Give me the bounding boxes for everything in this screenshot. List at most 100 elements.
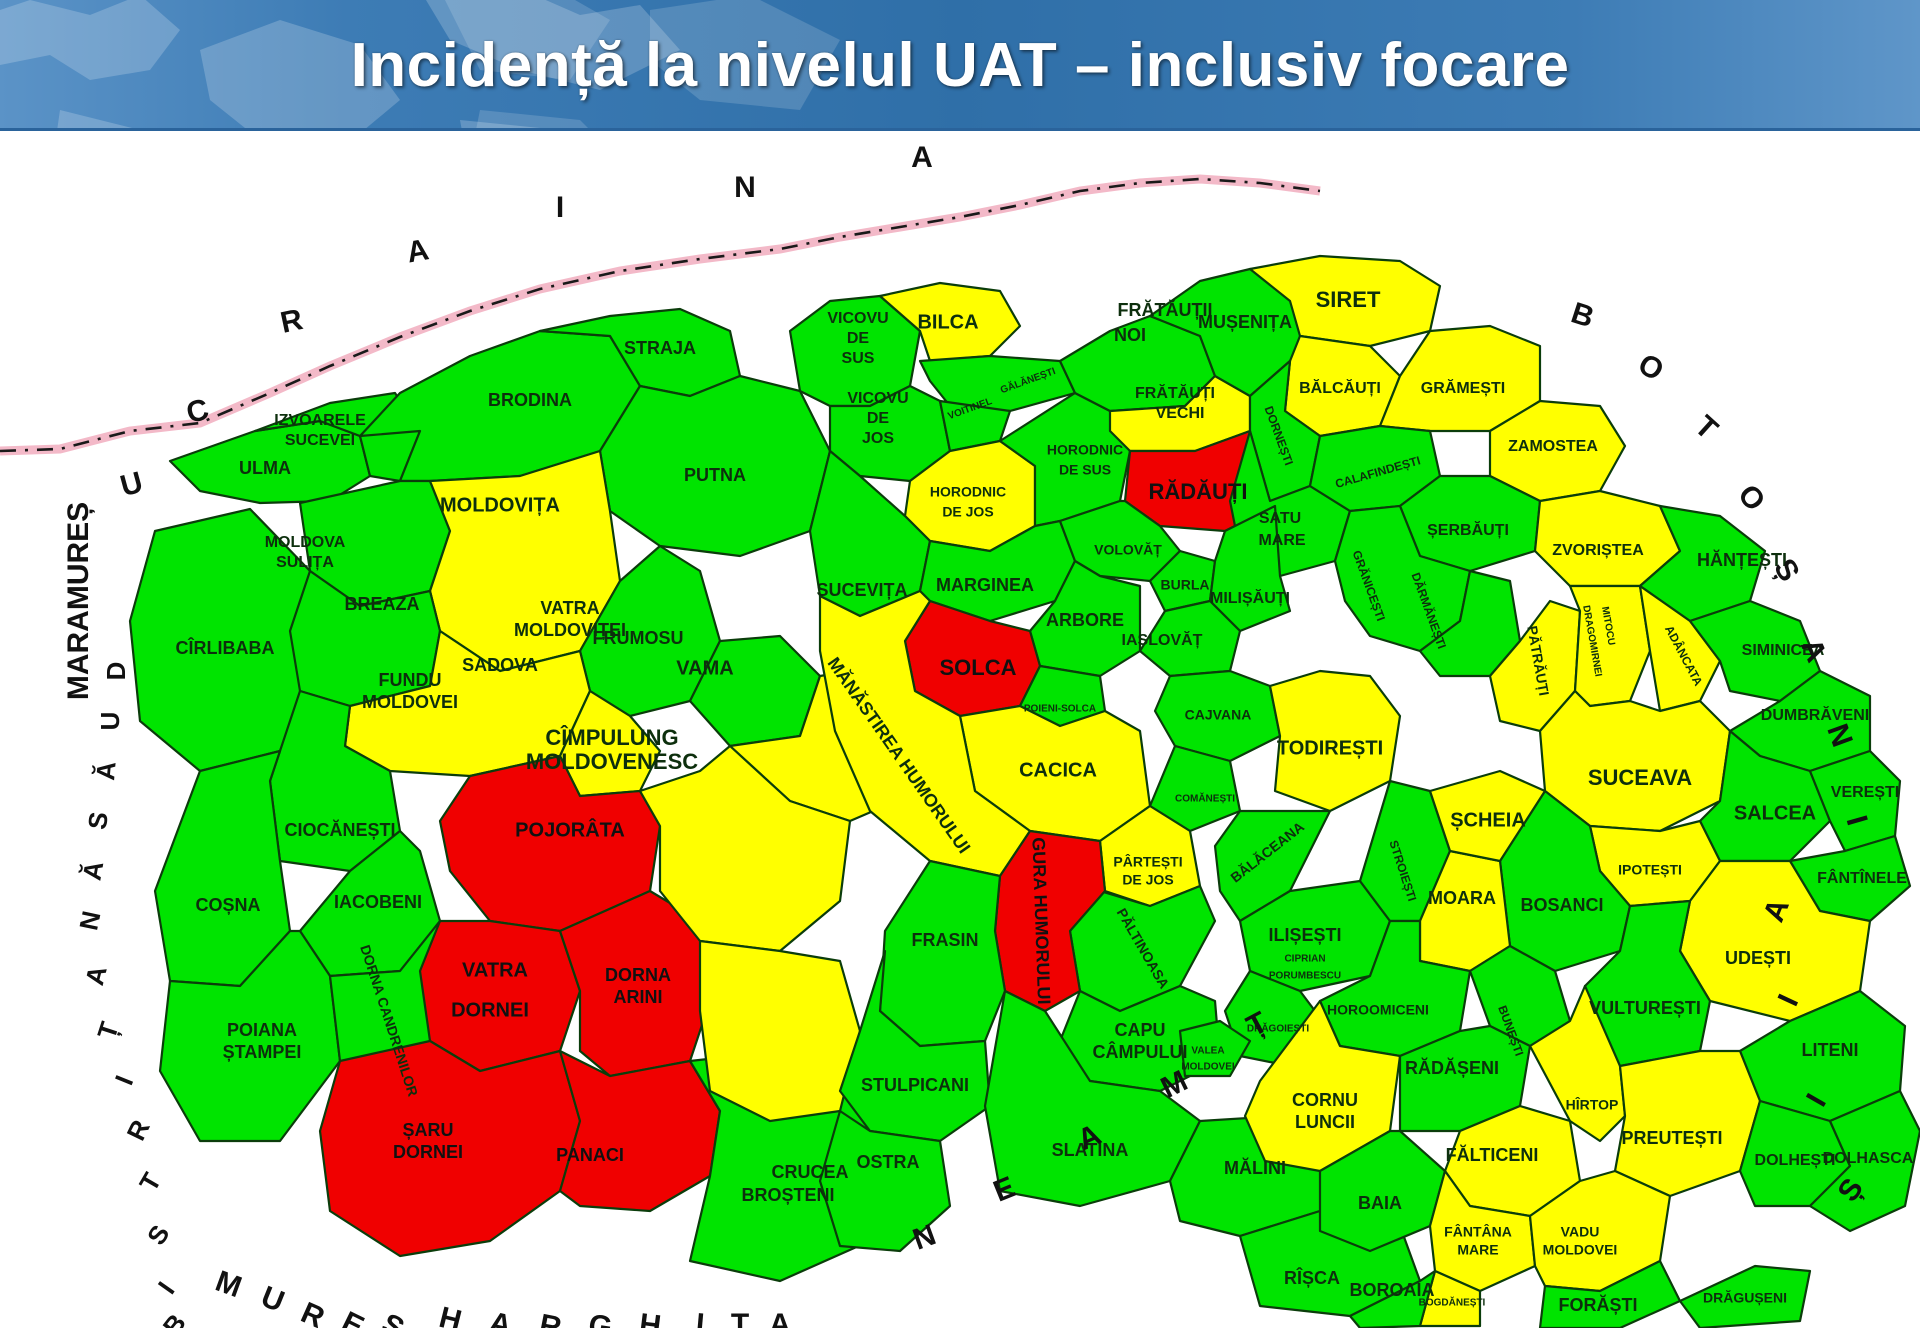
uat-valea-moldovei[interactable] bbox=[1178, 1019, 1252, 1078]
uat-frasin[interactable] bbox=[878, 859, 1007, 1048]
label-dragruseni: DRĂGUȘENI bbox=[1703, 1290, 1787, 1306]
label-porumbescu: PORUMBESCU bbox=[1269, 971, 1341, 982]
county-label-botosani-o2: O bbox=[1731, 479, 1771, 518]
label-cosna: COȘNA bbox=[195, 895, 260, 915]
uat-cimpulung-moldovenesc[interactable] bbox=[638, 744, 852, 953]
label-hantesti: HĂNȚEȘTI bbox=[1697, 549, 1787, 570]
uat-scheia[interactable] bbox=[1428, 769, 1547, 863]
county-label-botosani-o: O bbox=[1632, 348, 1669, 388]
label-gramesti: GRĂMEȘTI bbox=[1421, 378, 1505, 397]
label-vatra-m-2: MOLDOVIȚEI bbox=[514, 620, 626, 640]
uat-todiresti[interactable] bbox=[1268, 669, 1402, 813]
uat-cajvana[interactable] bbox=[1153, 669, 1282, 763]
label-ipotesti: IPOTEȘTI bbox=[1618, 862, 1682, 878]
label-fratautii-1: FRĂTĂUȚII bbox=[1118, 299, 1213, 320]
label-ciocanesti: CIOCĂNEȘTI bbox=[284, 819, 395, 840]
label-cimpulung-2: MOLDOVENESC bbox=[526, 749, 698, 774]
uat-darmanesti[interactable] bbox=[1418, 569, 1522, 678]
label-fundu-1: FUNDU bbox=[379, 670, 442, 690]
label-ostra: OSTRA bbox=[857, 1152, 920, 1172]
county-label-mures-r: R bbox=[296, 1296, 330, 1328]
page-title: Incidență la nivelul UAT – inclusiv foca… bbox=[350, 31, 1570, 100]
label-vama: VAMA bbox=[676, 657, 733, 679]
label-saru-1: ȘARU bbox=[402, 1120, 453, 1140]
label-frumosu: FRUMOSU bbox=[593, 628, 684, 648]
ukraine-border-dashed bbox=[0, 177, 1321, 453]
label-horodnic-sus-2: DE SUS bbox=[1059, 462, 1111, 478]
label-valea-1: VALEA bbox=[1191, 1046, 1224, 1057]
label-saru-2: DORNEI bbox=[393, 1142, 463, 1162]
label-todiresti: TODIREȘTI bbox=[1277, 737, 1383, 759]
label-dorna-arini-2: ARINI bbox=[614, 987, 663, 1007]
label-ilisesti: ILIȘEȘTI bbox=[1268, 925, 1341, 945]
label-partesti-1: PÂRTEȘTI bbox=[1113, 853, 1182, 870]
county-label-harghita-i: I bbox=[695, 1308, 706, 1328]
label-bogdanesti: BOGDĂNEȘTI bbox=[1419, 1296, 1486, 1309]
label-suceava: SUCEAVA bbox=[1588, 765, 1692, 790]
uat-comanesti[interactable] bbox=[1148, 744, 1242, 833]
label-forasti: FORĂȘTI bbox=[1559, 1294, 1638, 1315]
label-brodina: BRODINA bbox=[488, 390, 572, 410]
label-bosanci: BOSANCI bbox=[1520, 895, 1603, 915]
uat-stulpicani[interactable] bbox=[838, 949, 992, 1143]
uat-ostra[interactable] bbox=[818, 1109, 952, 1253]
label-scheia: ȘCHEIA bbox=[1450, 809, 1526, 831]
uat-cosna[interactable] bbox=[153, 749, 292, 988]
label-malini: MĂLINI bbox=[1224, 1157, 1286, 1178]
label-partesti-2: DE JOS bbox=[1122, 872, 1173, 888]
uat-crucea[interactable] bbox=[698, 939, 862, 1123]
label-horodnic-jos-1: HORODNIC bbox=[930, 484, 1006, 500]
label-slatina: SLATINA bbox=[1052, 1140, 1129, 1160]
uat-group-north bbox=[788, 254, 1872, 773]
label-solca: SOLCA bbox=[940, 655, 1017, 680]
uat-group-west bbox=[128, 307, 932, 1283]
label-sadova: SADOVA bbox=[462, 655, 538, 675]
label-fratauti-vechi-2: VECHI bbox=[1156, 405, 1205, 422]
county-label-bistrita-i2: I bbox=[152, 1276, 181, 1299]
uat-radaseni[interactable] bbox=[1398, 1024, 1532, 1133]
uat-dragruseni[interactable] bbox=[1678, 1264, 1812, 1328]
label-boroaia: BOROAIA bbox=[1350, 1280, 1435, 1300]
uat-mitocu-dragomirnei[interactable] bbox=[1568, 584, 1652, 708]
label-horodnic-jos-2: DE JOS bbox=[942, 504, 993, 520]
label-cornu-2: LUNCII bbox=[1295, 1112, 1355, 1132]
title-banner: Incidență la nivelul UAT – inclusiv foca… bbox=[0, 0, 1920, 131]
map-canvas: ULMA BRODINA IZVOARELE SUCEVEI STRAJA PU… bbox=[0, 131, 1920, 1328]
label-breaza: BREAZA bbox=[345, 594, 420, 614]
uat-siminicea[interactable] bbox=[1688, 599, 1822, 703]
label-satu: SATU bbox=[1259, 510, 1301, 527]
label-falticeni: FĂLTICENI bbox=[1446, 1144, 1539, 1165]
label-baia: BAIA bbox=[1358, 1193, 1402, 1213]
label-poiana-2: ȘTAMPEI bbox=[223, 1042, 302, 1062]
uat-dolhasca[interactable] bbox=[1808, 1089, 1920, 1233]
label-vicovu-de-sus-3: SUS bbox=[842, 350, 875, 367]
county-label-botosani-b: B bbox=[1567, 296, 1598, 334]
label-vatra-dornei-2: DORNEI bbox=[451, 999, 529, 1021]
county-label-bistrita-n: N bbox=[73, 908, 106, 933]
label-udesti: UDEȘTI bbox=[1725, 948, 1791, 968]
label-zvoristea: ZVORIȘTEA bbox=[1552, 542, 1644, 559]
label-brosteni: BROȘTENI bbox=[741, 1185, 834, 1205]
label-poiana-1: POIANA bbox=[227, 1020, 297, 1040]
label-balcauti: BĂLCĂUȚI bbox=[1299, 378, 1381, 397]
label-marginea: MARGINEA bbox=[936, 575, 1034, 595]
uat-bilca[interactable] bbox=[878, 281, 1022, 363]
label-crucea: CRUCEA bbox=[771, 1162, 848, 1182]
county-label-harghita-h2: H bbox=[637, 1308, 663, 1328]
uat-boroaia[interactable] bbox=[1348, 1269, 1437, 1328]
uat-manastirea-humorului[interactable] bbox=[818, 589, 1032, 878]
county-label-mures-s: Ș bbox=[376, 1307, 409, 1328]
label-ulma: ULMA bbox=[239, 458, 291, 478]
uat-hirtop[interactable] bbox=[1528, 984, 1627, 1143]
label-musenita: MUȘENIȚA bbox=[1198, 312, 1292, 332]
county-label-botosani-t: T bbox=[1688, 409, 1724, 446]
county-label-ucraina-a: A bbox=[404, 233, 431, 269]
label-putna: PUTNA bbox=[684, 465, 746, 485]
county-label-ucraina-n: N bbox=[734, 171, 756, 204]
uat-preutesti[interactable] bbox=[1613, 1049, 1762, 1198]
label-bilca: BILCA bbox=[917, 311, 978, 333]
uat-panaci[interactable] bbox=[558, 1049, 722, 1213]
uat-galanesti[interactable] bbox=[918, 354, 1077, 413]
label-valea-2: MOLDOVEI bbox=[1181, 1062, 1235, 1073]
